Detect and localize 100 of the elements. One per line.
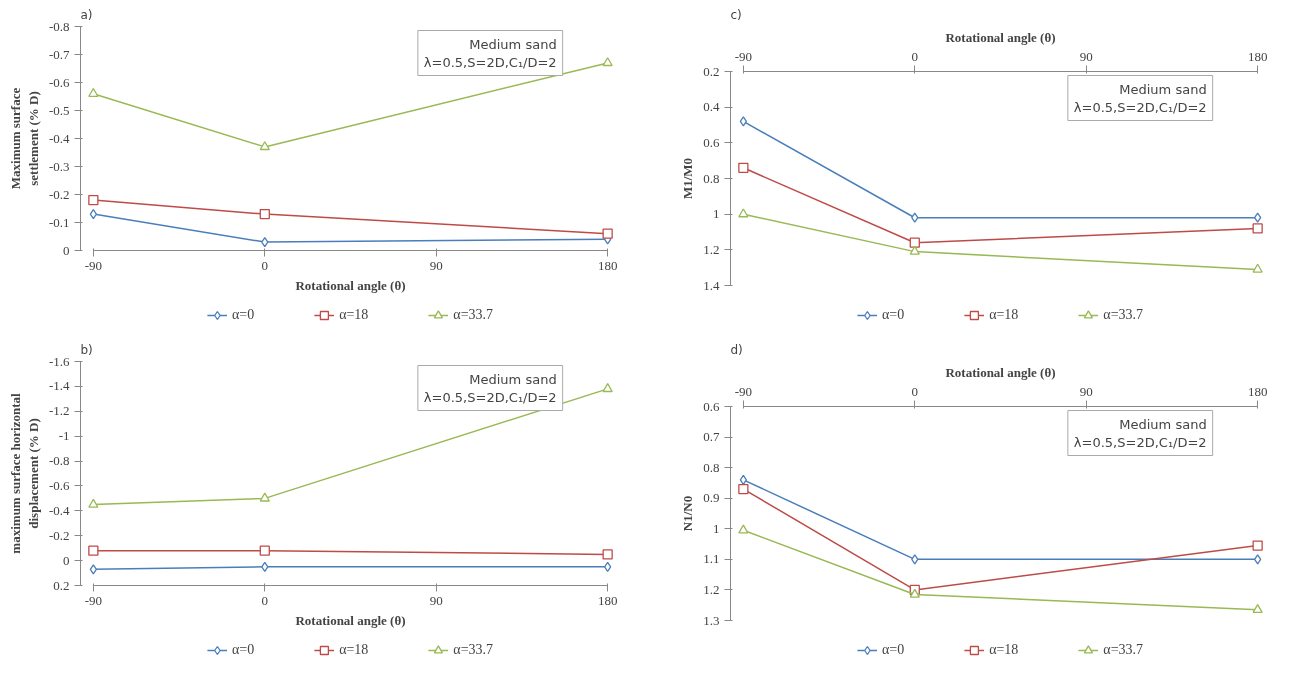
annotation: λ=0.5,S=2D,C₁/D=2: [1073, 434, 1207, 450]
annotation: Medium sand: [469, 36, 557, 52]
y-tick-label: -1.4: [48, 378, 70, 394]
y-axis-title: M1/M0: [680, 157, 696, 200]
point: [739, 116, 748, 127]
point: [1252, 540, 1263, 551]
x-tick-label: -90: [84, 592, 103, 608]
y-tick-label: 0.9: [703, 490, 720, 506]
point: [602, 549, 613, 560]
y-tick-label: 1.2: [703, 581, 720, 597]
legend-label: α=33.7: [453, 642, 494, 658]
point: [738, 208, 749, 218]
point: [738, 162, 749, 173]
point: [1253, 554, 1262, 565]
y-tick-label: -0.5: [48, 102, 70, 118]
point: [259, 141, 270, 151]
y-tick-label: 0.7: [703, 429, 720, 445]
annotation: Medium sand: [1119, 81, 1207, 97]
text: a): [80, 7, 93, 22]
point: [259, 492, 270, 502]
y-axis-title: maximum surface horizontal displacement (% D): [7, 392, 41, 554]
legend-label: α=18: [339, 307, 369, 323]
point: [259, 208, 270, 220]
point: [909, 588, 920, 598]
y-axis-title: N1/N0: [680, 495, 696, 532]
legend-label: α=0: [231, 307, 255, 323]
x-tick-label: 90: [1079, 48, 1093, 64]
y-tick-label: 1.4: [703, 277, 720, 293]
point: [88, 545, 99, 556]
legend-label: α=33.7: [1103, 307, 1144, 323]
x-tick-label: 180: [597, 592, 618, 608]
y-tick-label: 0.2: [53, 577, 70, 593]
y-tick-label: 1.3: [703, 612, 720, 628]
x-axis-title: Rotational angle (θ): [945, 29, 1056, 45]
x-tick-label: -90: [734, 383, 753, 399]
point: [89, 564, 98, 575]
y-tick-label: -0.6: [48, 477, 70, 493]
x-tick-label: 180: [1247, 48, 1268, 64]
point: [909, 245, 920, 255]
point: [1253, 212, 1262, 223]
y-tick-label: -0.3: [48, 158, 70, 174]
y-tick-label: 0.4: [703, 99, 720, 115]
legend-label: α=33.7: [453, 307, 494, 323]
y-axis-title: Maximum surface settlement (% D): [7, 87, 41, 190]
legend-label: α=0: [881, 307, 905, 323]
x-axis-title: Rotational angle (θ): [945, 364, 1056, 380]
legend-label: α=33.7: [1103, 642, 1144, 658]
y-tick-label: -0.8: [48, 453, 70, 469]
y-tick-label: 0.6: [703, 134, 720, 150]
annotation: λ=0.5,S=2D,C₁/D=2: [423, 54, 557, 70]
y-tick-label: 0.8: [703, 459, 720, 475]
x-tick-label: 180: [597, 257, 618, 273]
y-tick-label: 1.2: [703, 241, 720, 257]
legend-label: α=0: [231, 642, 255, 658]
x-tick-label: 0: [911, 48, 919, 64]
y-tick-label: -0.2: [48, 186, 70, 202]
y-tick-label: -0.2: [48, 527, 70, 543]
y-tick-label: -0.8: [48, 18, 70, 34]
y-tick-label: 1: [713, 520, 720, 536]
text: d): [730, 342, 743, 357]
y-tick-label: -0.6: [48, 74, 70, 90]
annotation: Medium sand: [469, 371, 557, 387]
legend-label: α=18: [989, 642, 1019, 658]
point: [738, 483, 749, 495]
y-tick-label: -1.6: [48, 353, 70, 369]
point: [88, 87, 99, 97]
y-tick-label: 0.2: [703, 63, 720, 79]
y-tick-label: 0.6: [703, 398, 720, 414]
y-tick-label: -1.2: [48, 403, 70, 419]
y-tick-label: 0: [63, 242, 70, 258]
x-tick-label: -90: [84, 257, 103, 273]
x-tick-label: 90: [1079, 383, 1093, 399]
x-tick-label: 0: [911, 383, 919, 399]
point: [88, 498, 99, 508]
text: b): [80, 342, 93, 357]
text: c): [730, 7, 742, 22]
point: [603, 561, 612, 572]
y-tick-label: 0.8: [703, 170, 720, 186]
x-tick-label: -90: [734, 48, 753, 64]
y-tick-label: -0.4: [48, 502, 70, 518]
annotation: Medium sand: [1119, 416, 1207, 432]
y-tick-label: 1: [713, 206, 720, 222]
annotation: λ=0.5,S=2D,C₁/D=2: [423, 389, 557, 405]
point: [738, 524, 749, 534]
x-tick-label: 0: [261, 257, 269, 273]
point: [88, 194, 99, 206]
legend-label: α=18: [989, 307, 1019, 323]
point: [1252, 603, 1263, 614]
x-axis-title: Rotational angle (θ): [295, 277, 406, 293]
point: [261, 561, 269, 572]
y-tick-label: 1.1: [703, 551, 720, 567]
x-tick-label: 90: [429, 592, 443, 608]
y-tick-label: -0.1: [48, 214, 70, 230]
point: [1252, 263, 1263, 273]
legend-label: α=18: [339, 642, 369, 658]
annotation: λ=0.5,S=2D,C₁/D=2: [1073, 99, 1207, 115]
point: [602, 383, 613, 393]
point: [602, 228, 613, 239]
x-tick-label: 90: [429, 257, 443, 273]
point: [911, 554, 919, 565]
